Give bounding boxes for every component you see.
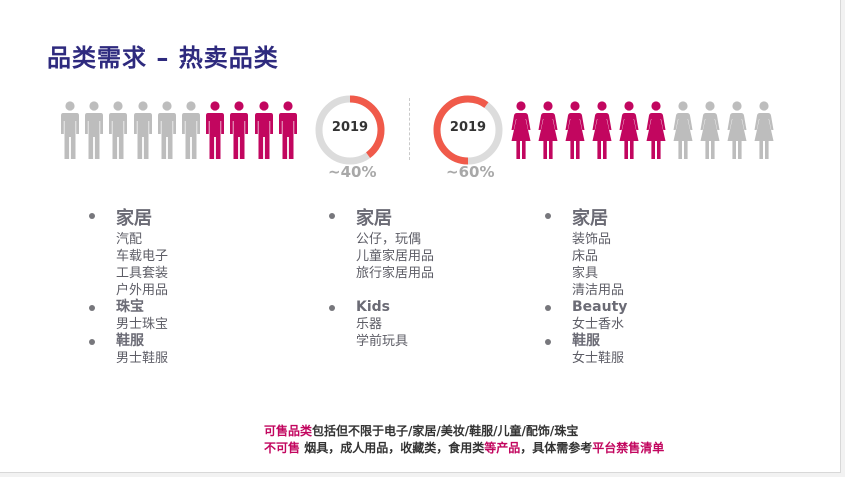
bullet-icon bbox=[89, 305, 95, 311]
man-icon bbox=[133, 101, 152, 159]
category-title: 鞋服 bbox=[116, 333, 144, 349]
donut-chart-left: 2019 bbox=[315, 95, 385, 165]
bullet-icon bbox=[89, 339, 95, 345]
category-item: 女士鞋服 bbox=[572, 351, 625, 366]
category-title: 家居 bbox=[572, 208, 608, 229]
bullet-icon bbox=[545, 339, 551, 345]
category-title: Kids bbox=[356, 299, 391, 315]
footer-sellable-label: 可售品类 bbox=[264, 424, 313, 438]
category-item: 装饰品 bbox=[572, 232, 612, 247]
man-icon bbox=[182, 101, 200, 159]
category-item: 床品 bbox=[572, 249, 599, 264]
woman-icon bbox=[538, 101, 558, 159]
woman-icon bbox=[646, 101, 666, 159]
bullet-icon bbox=[89, 213, 95, 219]
category-column-1: 家居 汽配 车载电子 工具套装 户外用品 珠宝 男士珠宝 鞋服 男士鞋服 bbox=[88, 207, 288, 367]
percent-label-right: ~60% bbox=[446, 163, 495, 181]
man-icon bbox=[157, 101, 176, 159]
category-item: 学前玩具 bbox=[356, 334, 409, 349]
footer-prohibited-text2: ，具体需参考 bbox=[520, 441, 593, 455]
donut-arc bbox=[433, 95, 503, 165]
footer-prohibited-label: 不可售 bbox=[264, 441, 301, 455]
man-icon bbox=[109, 101, 128, 159]
category-title: 家居 bbox=[356, 208, 392, 229]
category-title: 家居 bbox=[116, 208, 152, 229]
category-title: Beauty bbox=[572, 299, 628, 315]
footer-prohibited-mid: 等产品 bbox=[484, 441, 521, 455]
woman-icon bbox=[565, 101, 585, 159]
page-title: 品类需求 – 热卖品类 bbox=[47, 44, 279, 72]
category-column-3: 家居 装饰品 床品 家具 清洁用品 Beauty 女士香水 鞋服 女士鞋服 bbox=[544, 207, 744, 367]
category-item: 户外用品 bbox=[116, 283, 169, 298]
footer-sellable-text: 包括但不限于电子/家居/美妆/鞋服/儿童/配饰/珠宝 bbox=[312, 424, 579, 438]
woman-icon bbox=[592, 101, 612, 159]
category-jewelry: 珠宝 男士珠宝 bbox=[88, 299, 288, 333]
woman-icon bbox=[700, 101, 720, 159]
category-apparel: 鞋服 男士鞋服 bbox=[88, 333, 288, 367]
man-icon bbox=[61, 101, 79, 159]
donut-arc bbox=[315, 95, 385, 165]
category-title: 鞋服 bbox=[572, 333, 600, 349]
category-item: 男士珠宝 bbox=[116, 317, 169, 332]
man-icon bbox=[254, 101, 273, 159]
category-item: 清洁用品 bbox=[572, 283, 625, 298]
footer-prohibited-text: 烟具，成人用品，收藏类，食用类 bbox=[300, 441, 485, 455]
category-item: 儿童家居用品 bbox=[356, 249, 435, 264]
percent-label-left: ~40% bbox=[328, 163, 377, 181]
category-title: 珠宝 bbox=[116, 299, 144, 315]
footer-line-prohibited: 不可售 烟具，成人用品，收藏类，食用类等产品，具体需参考平台禁售清单 bbox=[264, 440, 664, 457]
category-item: 公仔，玩偶 bbox=[356, 232, 422, 247]
woman-icon bbox=[727, 101, 747, 159]
divider bbox=[409, 98, 410, 160]
category-item: 乐器 bbox=[356, 317, 383, 332]
man-icon bbox=[278, 101, 297, 159]
category-home: 家居 装饰品 床品 家具 清洁用品 bbox=[544, 207, 744, 299]
woman-icon bbox=[673, 101, 693, 159]
woman-icon bbox=[619, 101, 639, 159]
category-item: 工具套装 bbox=[116, 266, 169, 281]
man-icon bbox=[206, 101, 225, 159]
male-figures bbox=[60, 101, 302, 161]
category-home: 家居 汽配 车载电子 工具套装 户外用品 bbox=[88, 207, 288, 299]
donut-chart-right: 2019 bbox=[433, 95, 503, 165]
bullet-icon bbox=[329, 213, 335, 219]
female-figures bbox=[511, 101, 777, 161]
footer-line-sellable: 可售品类包括但不限于电子/家居/美妆/鞋服/儿童/配饰/珠宝 bbox=[264, 423, 664, 440]
bullet-icon bbox=[545, 213, 551, 219]
category-item: 男士鞋服 bbox=[116, 351, 169, 366]
category-kids: Kids 乐器 学前玩具 bbox=[328, 299, 528, 350]
man-icon bbox=[85, 101, 104, 159]
category-beauty: Beauty 女士香水 bbox=[544, 299, 744, 333]
donut-year: 2019 bbox=[331, 120, 369, 135]
woman-icon bbox=[511, 101, 531, 159]
bullet-icon bbox=[329, 305, 335, 311]
category-item: 车载电子 bbox=[116, 249, 169, 264]
category-apparel: 鞋服 女士鞋服 bbox=[544, 333, 744, 367]
footer-banned-list: 平台禁售清单 bbox=[592, 441, 665, 455]
footer-note: 可售品类包括但不限于电子/家居/美妆/鞋服/儿童/配饰/珠宝 不可售 烟具，成人… bbox=[264, 423, 664, 457]
category-item: 女士香水 bbox=[572, 317, 625, 332]
category-item: 旅行家居用品 bbox=[356, 266, 435, 281]
category-item: 家具 bbox=[572, 266, 599, 281]
donut-year: 2019 bbox=[449, 120, 487, 135]
category-item: 汽配 bbox=[116, 232, 143, 247]
bullet-icon bbox=[545, 305, 551, 311]
category-column-2: 家居 公仔，玩偶 儿童家居用品 旅行家居用品 Kids 乐器 学前玩具 bbox=[328, 207, 528, 350]
category-home: 家居 公仔，玩偶 儿童家居用品 旅行家居用品 bbox=[328, 207, 528, 282]
man-icon bbox=[230, 101, 249, 159]
woman-icon bbox=[754, 101, 774, 159]
